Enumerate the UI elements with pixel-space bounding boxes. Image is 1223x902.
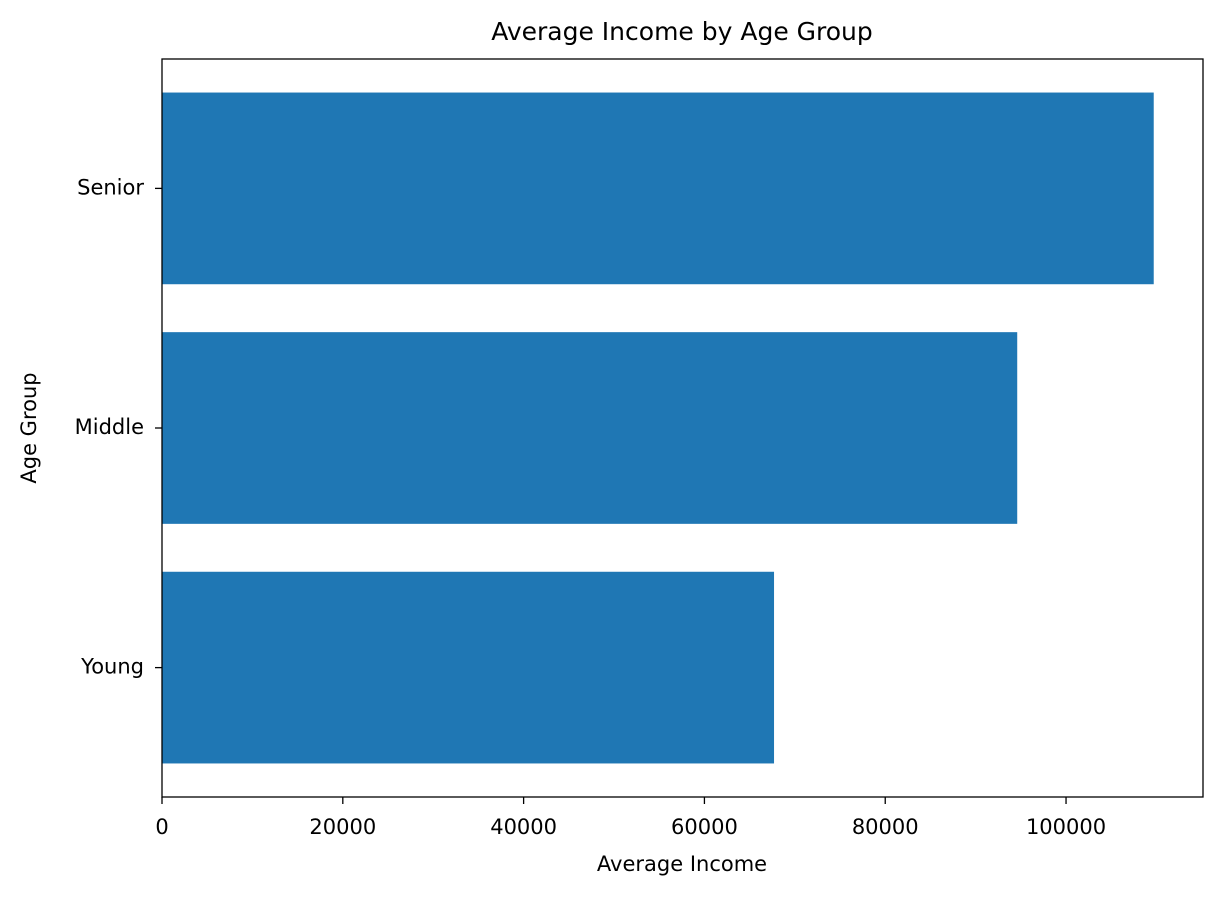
bar xyxy=(162,332,1018,524)
x-axis-label: Average Income xyxy=(597,852,767,876)
y-tick-label: Senior xyxy=(77,175,144,199)
y-axis-label: Age Group xyxy=(17,372,41,483)
chart-title: Average Income by Age Group xyxy=(491,17,873,46)
x-tick-label: 60000 xyxy=(671,815,738,839)
x-tick-label: 0 xyxy=(155,815,168,839)
x-tick-label: 80000 xyxy=(852,815,919,839)
x-tick-label: 20000 xyxy=(309,815,376,839)
bar xyxy=(162,92,1154,285)
bar xyxy=(162,571,775,764)
x-tick-label: 100000 xyxy=(1026,815,1106,839)
y-tick-label: Young xyxy=(80,655,144,679)
plot-frame xyxy=(161,58,1204,798)
x-tick-label: 40000 xyxy=(490,815,557,839)
y-tick-label: Middle xyxy=(75,415,144,439)
